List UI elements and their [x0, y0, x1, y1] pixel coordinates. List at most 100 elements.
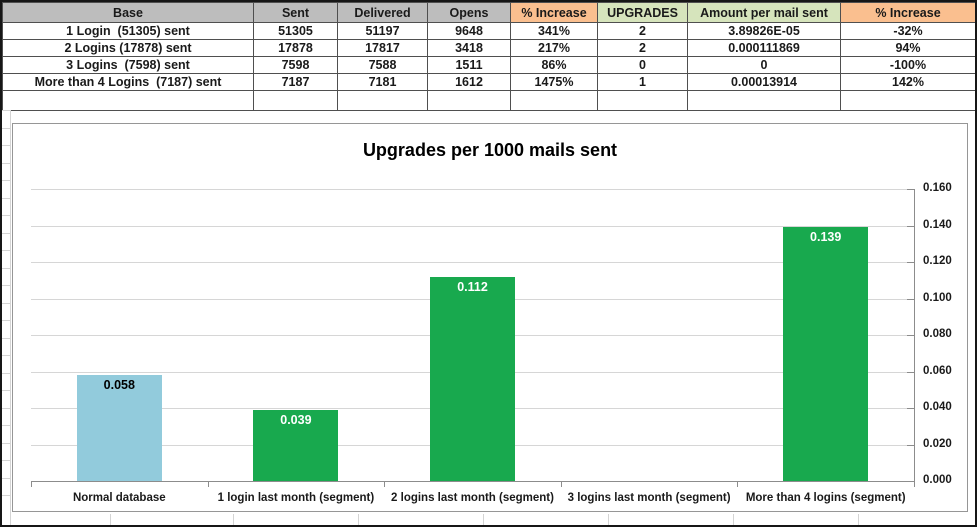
- cell-increase[interactable]: 217%: [510, 39, 598, 57]
- col-header-increase-upgrades[interactable]: % Increase: [840, 2, 975, 23]
- y-axis-tick-label: 0.160: [923, 182, 952, 194]
- y-axis-tick: [907, 298, 915, 300]
- y-axis-tick-label: 0.140: [923, 218, 952, 231]
- cell-upgrades[interactable]: 0: [597, 56, 688, 74]
- y-axis-tick: [907, 225, 915, 227]
- cell-increase[interactable]: 341%: [510, 22, 598, 40]
- y-axis-tick-label: 0.020: [923, 437, 952, 450]
- chart-container[interactable]: Upgrades per 1000 mails sent 0.000 0.020 0…: [12, 123, 968, 512]
- empty-cell[interactable]: [337, 90, 428, 111]
- cell-sent[interactable]: 7598: [253, 56, 338, 74]
- col-header-opens[interactable]: Opens: [427, 2, 511, 23]
- spreadsheet-gridline: [2, 407, 10, 409]
- col-header-increase-opens[interactable]: % Increase: [510, 2, 598, 23]
- bar-data-label: 0.039: [280, 412, 312, 427]
- cell-delivered[interactable]: 51197: [337, 22, 428, 40]
- cell-delivered[interactable]: 17817: [337, 39, 428, 57]
- cell-delivered[interactable]: 7181: [337, 73, 428, 91]
- y-axis: [914, 189, 915, 482]
- cell-sent[interactable]: 51305: [253, 22, 338, 40]
- table-row: 1 Login (51305) sent 51305 51197 9648 34…: [2, 22, 975, 40]
- spreadsheet-gridline: [2, 215, 10, 216]
- spreadsheet-gridline: [233, 514, 234, 525]
- spreadsheet-gridline: [2, 162, 10, 164]
- empty-cell[interactable]: [427, 90, 511, 111]
- gridline: [31, 225, 914, 227]
- spreadsheet-gridline: [2, 477, 10, 479]
- spreadsheet-gridline: [2, 127, 10, 129]
- col-header-base[interactable]: Base: [2, 2, 254, 23]
- cell-sent[interactable]: 7187: [253, 73, 338, 91]
- empty-cell[interactable]: [2, 90, 254, 111]
- spreadsheet-gridline: [110, 514, 111, 525]
- cell-base[interactable]: 3 Logins (7598) sent: [2, 56, 254, 74]
- gridline: [31, 262, 914, 263]
- cell-opens[interactable]: 1511: [427, 56, 511, 74]
- spreadsheet-gridline: [483, 514, 484, 525]
- x-axis-category-label: More than 4 logins (segment): [745, 492, 906, 504]
- spreadsheet-gridline: [858, 514, 859, 525]
- cell-upgrades[interactable]: 2: [597, 39, 688, 57]
- bar-2[interactable]: 0.039: [253, 409, 339, 481]
- x-axis-tick: [737, 481, 739, 487]
- cell-sent[interactable]: 17878: [253, 39, 338, 57]
- cell-base[interactable]: More than 4 Logins (7187) sent: [2, 73, 254, 91]
- cell-amount[interactable]: 0.000111869: [687, 39, 841, 57]
- cell-amount[interactable]: 0.00013914: [687, 73, 841, 91]
- cell-opens[interactable]: 3418: [427, 39, 511, 57]
- col-header-sent[interactable]: Sent: [253, 2, 338, 23]
- empty-cell[interactable]: [510, 90, 598, 111]
- bar-1[interactable]: 0.058: [76, 375, 162, 481]
- chart-title: Upgrades per 1000 mails sent: [362, 140, 618, 160]
- bar-3[interactable]: 0.112: [430, 276, 515, 481]
- spreadsheet-gridline: [10, 110, 11, 525]
- cell-amount[interactable]: 3.89826E-05: [687, 22, 841, 40]
- cell-upgrades[interactable]: 2: [597, 22, 688, 40]
- x-axis-tick: [914, 481, 915, 487]
- spreadsheet-gridline: [2, 232, 10, 234]
- bar-5[interactable]: 0.139: [783, 227, 869, 481]
- cell-increase2[interactable]: 94%: [840, 39, 975, 57]
- spreadsheet-gridline: [2, 302, 10, 304]
- cell-increase2[interactable]: -100%: [840, 56, 975, 74]
- y-axis-tick-label: 0.060: [923, 364, 952, 377]
- spreadsheet-gridline: [358, 514, 359, 525]
- empty-cell[interactable]: [687, 90, 841, 111]
- col-header-upgrades[interactable]: UPGRADES: [597, 2, 688, 23]
- y-axis-tick: [907, 444, 915, 446]
- cell-increase2[interactable]: 142%: [840, 73, 975, 91]
- x-axis-tick: [560, 481, 562, 487]
- col-header-delivered[interactable]: Delivered: [337, 2, 428, 23]
- x-axis-tick: [31, 481, 32, 487]
- spreadsheet-gridline: [2, 372, 10, 374]
- cell-base[interactable]: 1 Login (51305) sent: [2, 22, 254, 40]
- empty-cell[interactable]: [253, 90, 338, 111]
- empty-cell[interactable]: [840, 90, 975, 111]
- spreadsheet-gridline: [2, 425, 10, 426]
- gridline: [31, 189, 914, 190]
- bar-data-label: 0.058: [103, 378, 135, 393]
- x-axis-category-label: Normal database: [72, 492, 166, 504]
- y-axis-tick: [907, 262, 915, 263]
- cell-increase2[interactable]: -32%: [840, 22, 975, 40]
- table-row: 3 Logins (7598) sent 7598 7588 1511 86% …: [2, 56, 975, 74]
- x-axis-category-label: 2 logins last month (segment): [391, 492, 554, 504]
- empty-cell[interactable]: [597, 90, 688, 111]
- y-axis-tick-label: 0.100: [923, 291, 952, 304]
- cell-opens[interactable]: 1612: [427, 73, 511, 91]
- cell-increase[interactable]: 1475%: [510, 73, 598, 91]
- y-axis-tick: [907, 371, 915, 373]
- spreadsheet-gridline: [2, 180, 10, 181]
- cell-increase[interactable]: 86%: [510, 56, 598, 74]
- cell-delivered[interactable]: 7588: [337, 56, 428, 74]
- cell-amount[interactable]: 0: [687, 56, 841, 74]
- cell-opens[interactable]: 9648: [427, 22, 511, 40]
- x-axis-category-label: 3 logins last month (segment): [567, 492, 731, 504]
- spreadsheet-gridline: [2, 320, 10, 321]
- cell-upgrades[interactable]: 1: [597, 73, 688, 91]
- spreadsheet-gridline: [2, 460, 10, 461]
- cell-base[interactable]: 2 Logins (17878) sent: [2, 39, 254, 57]
- col-header-amount-per-mail[interactable]: Amount per mail sent: [687, 2, 841, 23]
- y-axis-tick-label: 0.040: [923, 401, 952, 413]
